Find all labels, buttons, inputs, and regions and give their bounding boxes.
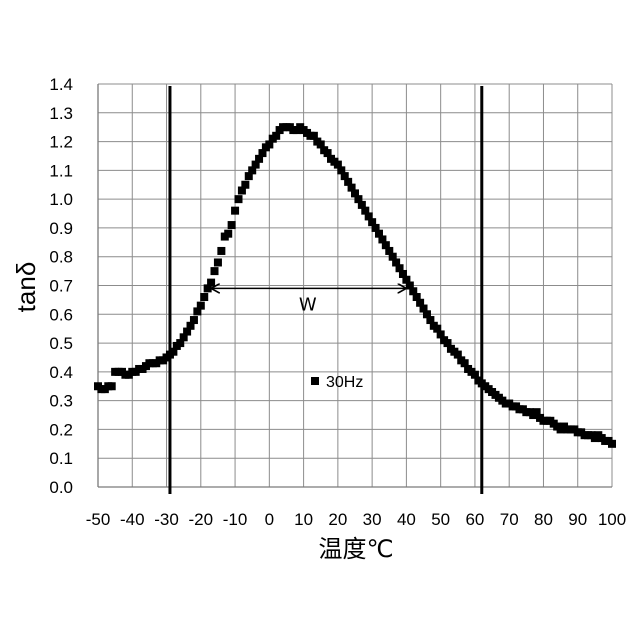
- x-tick-label-1: -40: [120, 510, 145, 529]
- x-tick-label-6: 10: [294, 510, 313, 529]
- y-tick-label-12: 1.2: [49, 133, 73, 152]
- y-tick-label-13: 1.3: [49, 104, 73, 123]
- y-tick-label-1: 0.1: [49, 449, 73, 468]
- annotation-label-0: W: [299, 294, 317, 315]
- x-tick-label-9: 40: [397, 510, 416, 529]
- y-tick-label-8: 0.8: [49, 248, 73, 267]
- data-point-0-31: [200, 293, 208, 301]
- x-tick-label-3: -20: [189, 510, 214, 529]
- y-tick-label-10: 1.0: [49, 190, 73, 209]
- y-tick-labels: 0.0 0.1 0.2 0.3 0.4 0.5 0.6 0.7 0.8 0.9 1.0 1.1 1.2 1…: [49, 75, 73, 497]
- data-point-0-34: [211, 267, 219, 275]
- x-tick-label-13: 80: [534, 510, 553, 529]
- x-tick-label-7: 20: [328, 510, 347, 529]
- legend-marker: [311, 377, 319, 385]
- data-point-0-36: [217, 247, 225, 255]
- data-point-0-150: [608, 440, 616, 448]
- y-tick-label-4: 0.4: [49, 363, 73, 382]
- data-point-0-4: [108, 382, 116, 390]
- x-tick-label-8: 30: [363, 510, 382, 529]
- data-point-0-38: [224, 230, 232, 238]
- legend-label: 30Hz: [326, 374, 363, 391]
- data-point-0-28: [190, 316, 198, 324]
- y-tick-label-3: 0.3: [49, 392, 73, 411]
- x-tick-label-14: 90: [568, 510, 587, 529]
- data-point-0-43: [241, 181, 249, 189]
- y-tick-label-5: 0.5: [49, 334, 73, 353]
- x-tick-label-5: 0: [265, 510, 274, 529]
- y-tick-label-6: 0.6: [49, 305, 73, 324]
- y-axis-title: tanδ: [11, 262, 41, 313]
- x-tick-label-4: -10: [223, 510, 248, 529]
- data-point-0-41: [234, 195, 242, 203]
- x-tick-label-10: 50: [431, 510, 450, 529]
- x-tick-label-2: -30: [154, 510, 179, 529]
- data-point-0-39: [228, 221, 236, 229]
- data-point-0-30: [197, 302, 205, 310]
- x-axis-title: 温度℃: [319, 535, 394, 563]
- y-tick-label-7: 0.7: [49, 277, 73, 296]
- x-tick-label-12: 70: [500, 510, 519, 529]
- y-tick-label-2: 0.2: [49, 420, 73, 439]
- y-tick-label-14: 1.4: [49, 75, 73, 94]
- x-tick-label-15: 100: [598, 510, 626, 529]
- y-tick-label-11: 1.1: [49, 161, 73, 180]
- y-tick-label-9: 0.9: [49, 219, 73, 238]
- x-tick-label-11: 60: [465, 510, 484, 529]
- data-point-0-35: [214, 258, 222, 266]
- data-point-0-33: [207, 279, 215, 287]
- data-point-0-40: [231, 207, 239, 215]
- y-tick-label-0: 0.0: [49, 478, 73, 497]
- x-tick-label-0: -50: [86, 510, 111, 529]
